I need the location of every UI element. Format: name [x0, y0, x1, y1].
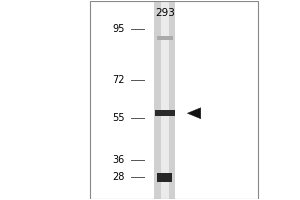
- Polygon shape: [187, 108, 201, 119]
- Bar: [155, 110, 175, 116]
- Bar: [161, 1, 169, 199]
- Text: 28: 28: [112, 172, 124, 182]
- Bar: [157, 36, 173, 40]
- Bar: [90, 1, 257, 199]
- Text: 293: 293: [155, 8, 175, 18]
- Bar: [158, 173, 172, 182]
- Text: 95: 95: [112, 24, 124, 34]
- Text: 55: 55: [112, 113, 124, 123]
- Text: 72: 72: [112, 75, 124, 85]
- Bar: [154, 1, 176, 199]
- Text: 36: 36: [112, 155, 124, 165]
